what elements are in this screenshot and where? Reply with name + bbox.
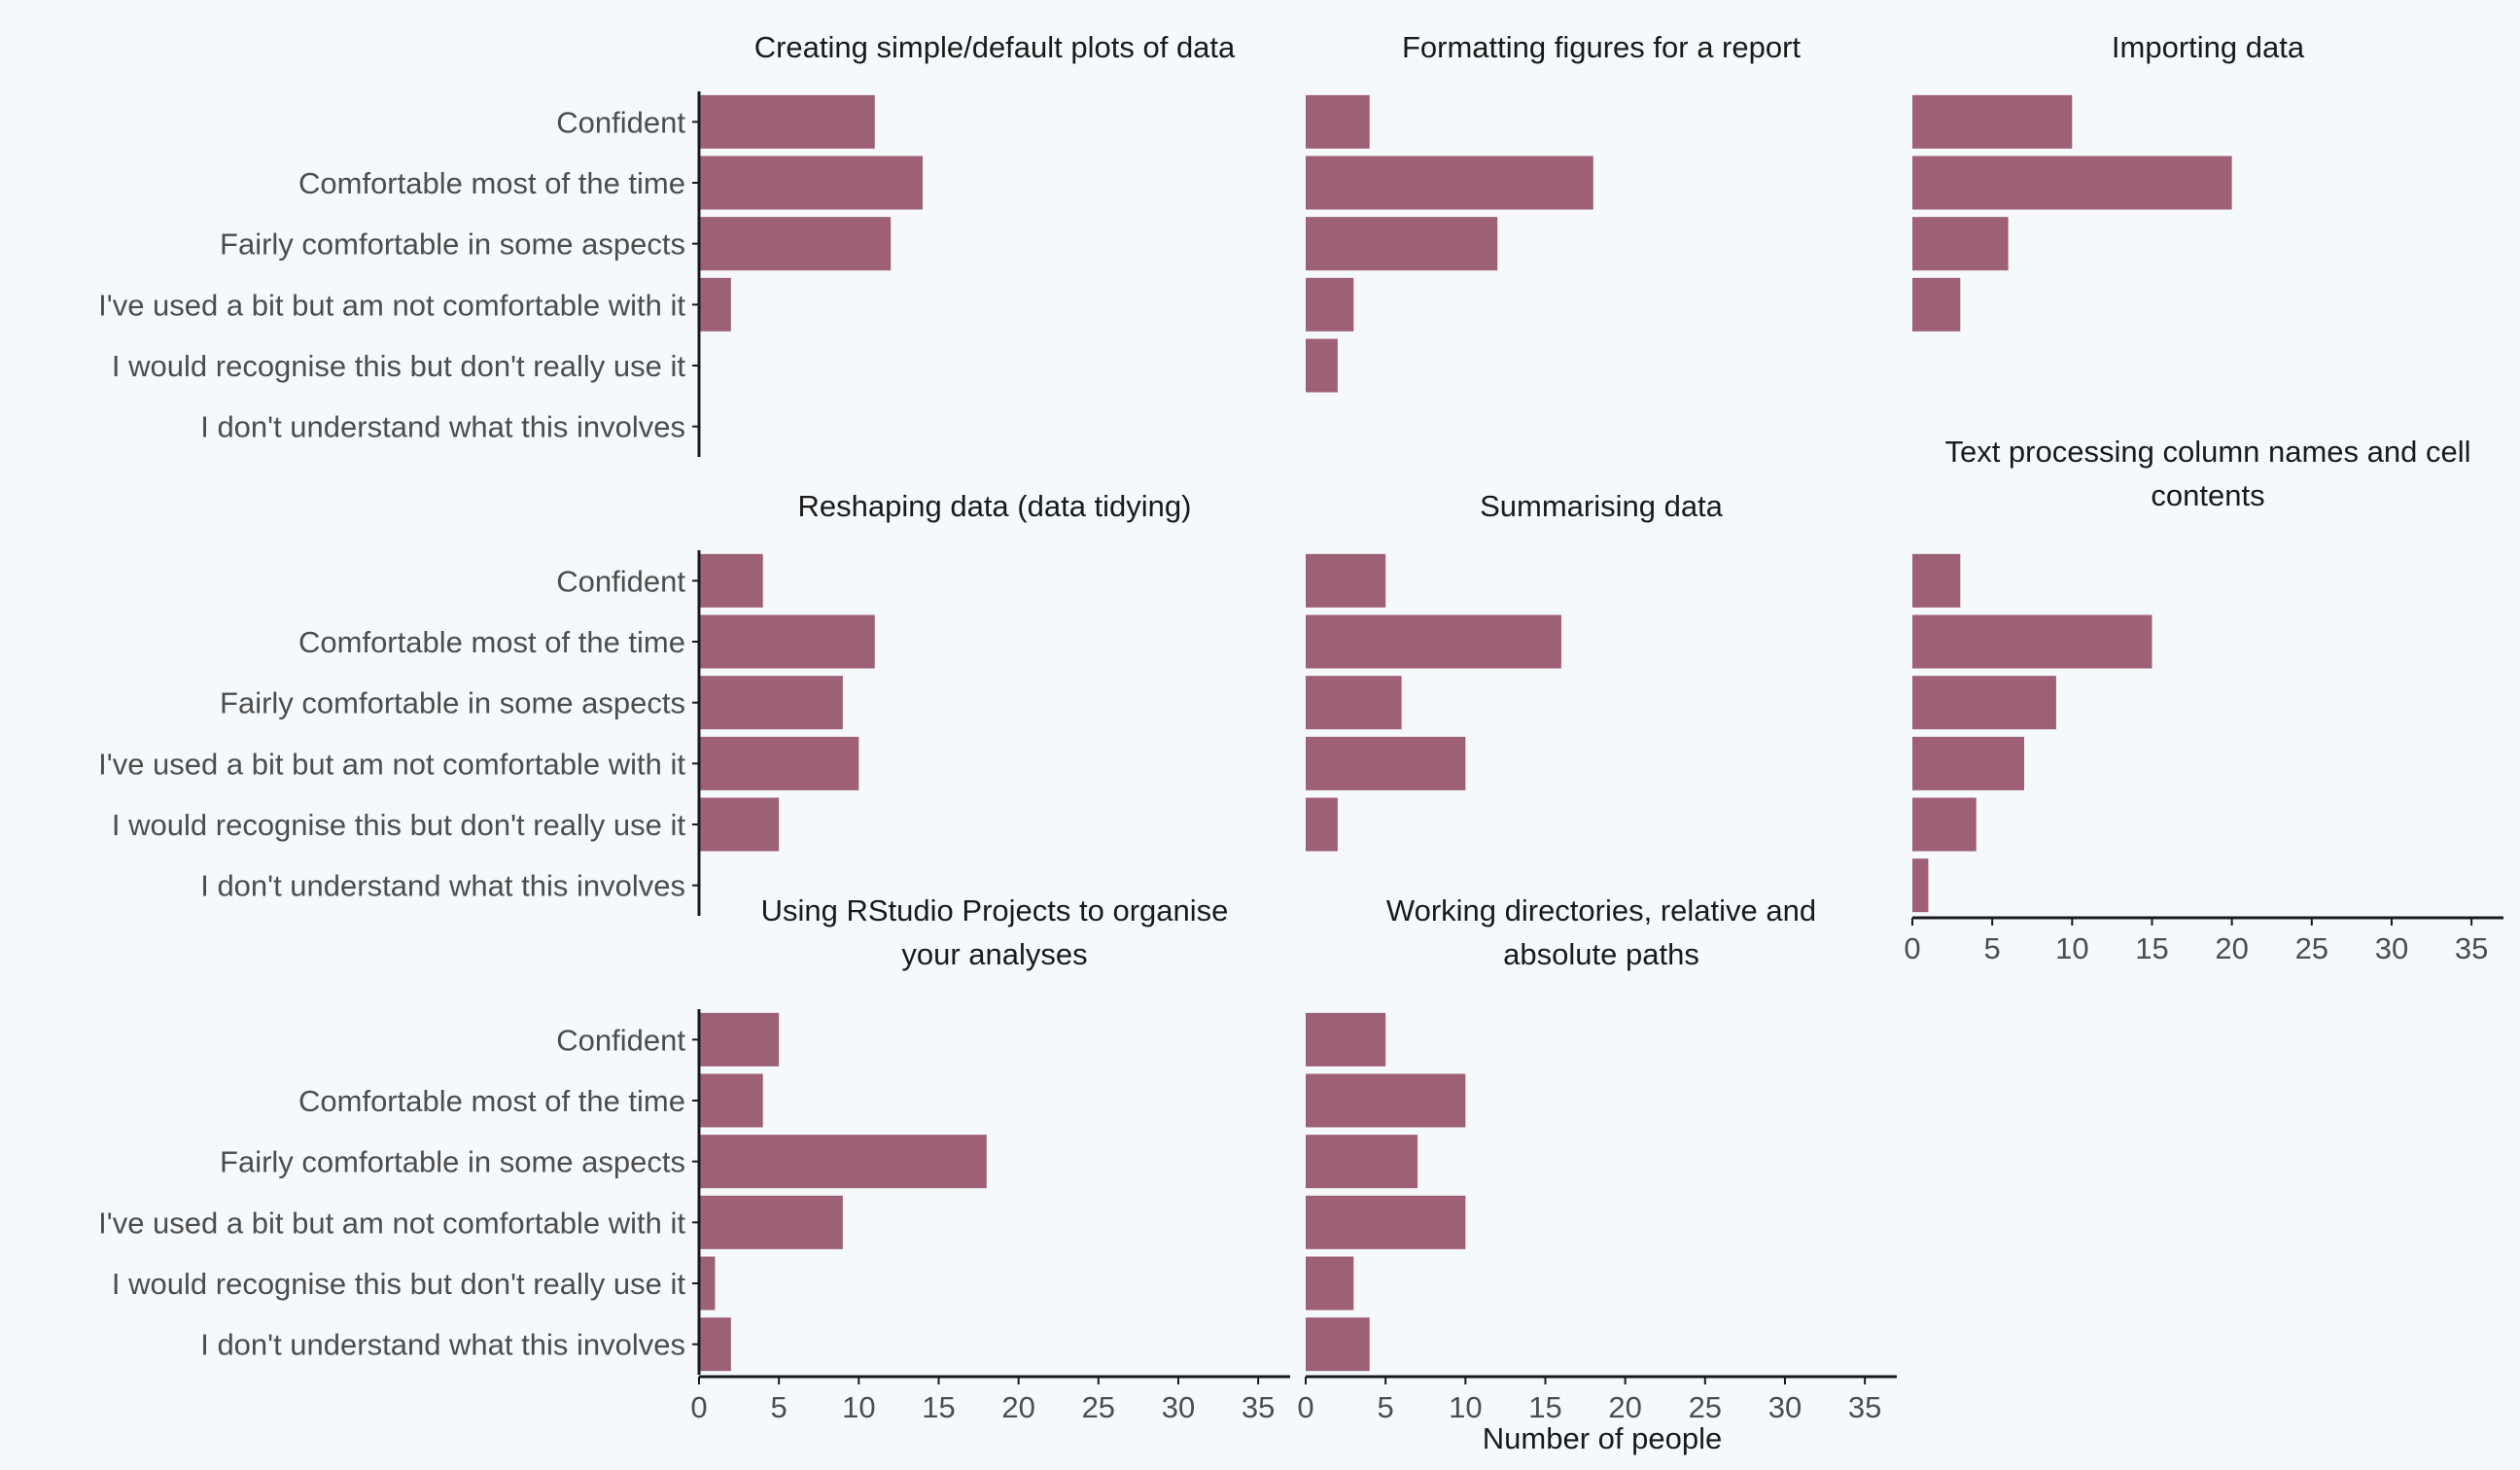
bar [699,676,843,730]
x-tick-label: 30 [2375,931,2408,965]
bar [1306,614,1561,669]
x-tick-label: 35 [1848,1390,1881,1424]
panel-title: Reshaping data (data tidying) [798,489,1192,523]
x-tick-label: 15 [1528,1390,1561,1424]
bar [1912,736,2025,790]
panel-title: Working directories, relative and [1386,893,1816,928]
bar [699,797,780,852]
panel-title: Importing data [2112,30,2305,64]
x-tick-label: 15 [2135,931,2168,965]
bar [699,1135,987,1189]
category-label: I don't understand what this involves [200,1328,685,1362]
bar [1306,156,1593,210]
x-tick-label: 0 [690,1390,707,1424]
category-label: Fairly comfortable in some aspects [220,228,685,262]
bar [1306,1012,1386,1067]
bar [1912,94,2073,149]
bar [699,94,875,149]
x-tick-label: 5 [771,1390,788,1424]
bar [1306,1317,1370,1372]
bar [1912,217,2009,271]
x-tick-label: 20 [2215,931,2248,965]
x-tick-label: 30 [1768,1390,1802,1424]
bar [1306,797,1338,852]
x-axis-title: Number of people [1483,1421,1722,1455]
bar [1912,797,1977,852]
category-label: I would recognise this but don't really … [112,808,685,842]
x-tick-label: 25 [1689,1390,1722,1424]
panel-title: Formatting figures for a report [1402,30,1801,64]
x-tick-label: 25 [1082,1390,1115,1424]
bar [699,277,731,332]
x-tick-label: 0 [1297,1390,1313,1424]
bar [699,553,763,608]
x-tick-label: 0 [1904,931,1920,965]
x-tick-label: 35 [1242,1390,1275,1424]
bar [1306,217,1498,271]
bar [1912,676,2056,730]
category-label: Comfortable most of the time [298,166,685,200]
bar [1912,858,1929,913]
panel-title: Creating simple/default plots of data [754,30,1236,64]
bar [699,156,924,210]
category-label: I've used a bit but am not comfortable w… [98,1206,685,1240]
category-label: Fairly comfortable in some aspects [220,1145,685,1179]
category-label: Confident [556,564,685,598]
category-label: I don't understand what this involves [200,410,685,444]
x-tick-label: 35 [2455,931,2488,965]
bar [1912,614,2152,669]
x-tick-label: 15 [922,1390,955,1424]
bar [1306,277,1354,332]
category-label: I've used a bit but am not comfortable w… [98,288,685,322]
bar [1912,277,1961,332]
bar [699,1073,763,1128]
bar [1306,736,1466,790]
x-tick-label: 10 [2055,931,2088,965]
panel-title: absolute paths [1503,937,1699,971]
category-label: I would recognise this but don't really … [112,1267,685,1301]
category-label: I don't understand what this involves [200,869,685,903]
category-label: Comfortable most of the time [298,625,685,659]
x-tick-label: 30 [1162,1390,1195,1424]
category-label: Fairly comfortable in some aspects [220,686,685,720]
category-label: Confident [556,1023,685,1057]
category-label: Comfortable most of the time [298,1084,685,1118]
bar [1306,338,1338,393]
x-tick-label: 20 [1001,1390,1034,1424]
bar [699,736,859,790]
bar [699,614,875,669]
panel-title: Summarising data [1480,489,1724,523]
category-label: Confident [556,105,685,139]
x-tick-label: 5 [1378,1390,1394,1424]
panel-title: your analyses [901,937,1087,971]
bar [1306,1195,1466,1249]
bar [1306,1073,1466,1128]
category-label: I would recognise this but don't really … [112,349,685,383]
bar [699,217,892,271]
x-tick-label: 20 [1608,1390,1641,1424]
bar [699,1195,843,1249]
x-tick-label: 5 [1984,931,2001,965]
bar [1306,1135,1418,1189]
category-label: I've used a bit but am not comfortable w… [98,747,685,781]
bar [699,1317,731,1372]
x-tick-label: 10 [1449,1390,1482,1424]
bar [1306,553,1386,608]
bar [699,1012,780,1067]
panel-title: Text processing column names and cell [1944,435,2470,469]
x-tick-label: 25 [2295,931,2328,965]
bar [699,1256,716,1311]
panel-title: contents [2151,478,2264,512]
bar [1306,94,1370,149]
x-tick-label: 10 [842,1390,875,1424]
bar [1306,1256,1354,1311]
bar [1912,553,1961,608]
panel-title: Using RStudio Projects to organise [761,893,1229,928]
bar [1306,676,1402,730]
bar [1912,156,2232,210]
